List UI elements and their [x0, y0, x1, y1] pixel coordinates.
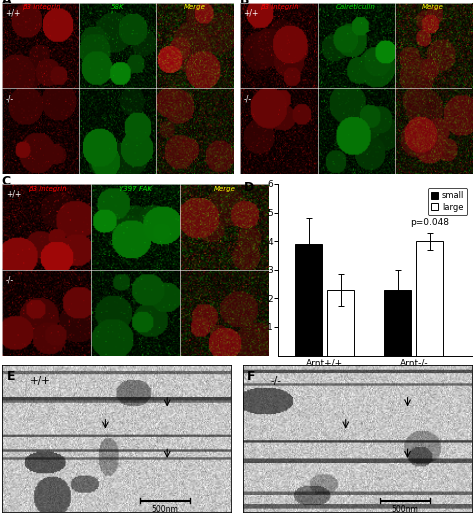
Text: E: E — [7, 370, 16, 383]
Bar — [384, 290, 411, 355]
Text: Merge: Merge — [184, 4, 206, 10]
Bar — [295, 244, 322, 355]
Text: 58K: 58K — [111, 4, 125, 10]
Text: β3 integrin: β3 integrin — [22, 4, 60, 10]
Text: 500nm: 500nm — [152, 505, 178, 514]
Text: C: C — [1, 176, 10, 188]
Text: +/+: +/+ — [6, 190, 21, 199]
Text: D: D — [244, 181, 254, 194]
Text: β3 integrin: β3 integrin — [260, 4, 298, 10]
Text: Calreticulin: Calreticulin — [336, 4, 376, 10]
Text: Y397 FAK: Y397 FAK — [119, 186, 152, 192]
Text: +/+: +/+ — [30, 375, 51, 386]
Text: 500nm: 500nm — [392, 505, 419, 514]
Text: F: F — [247, 370, 256, 383]
Text: Merge: Merge — [422, 4, 444, 10]
Text: A: A — [1, 0, 11, 7]
Text: -/-: -/- — [6, 276, 14, 285]
Text: -/-: -/- — [6, 94, 14, 104]
Text: β3 integrin: β3 integrin — [27, 186, 66, 192]
Text: -/-: -/- — [270, 375, 281, 386]
Legend: small, large: small, large — [428, 188, 467, 215]
Text: Merge: Merge — [214, 186, 236, 192]
Text: p=0.048: p=0.048 — [410, 218, 449, 228]
Bar — [328, 290, 354, 355]
Text: B: B — [240, 0, 249, 7]
Text: +/+: +/+ — [6, 9, 21, 18]
Bar — [417, 241, 443, 355]
Text: +/+: +/+ — [244, 9, 259, 18]
Text: -/-: -/- — [244, 94, 252, 104]
